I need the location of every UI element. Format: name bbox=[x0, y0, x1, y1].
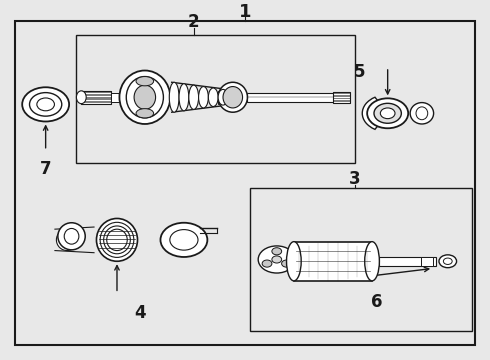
Circle shape bbox=[29, 93, 62, 116]
Text: 6: 6 bbox=[371, 293, 383, 311]
Ellipse shape bbox=[198, 86, 208, 108]
Ellipse shape bbox=[97, 219, 138, 261]
Text: 3: 3 bbox=[349, 170, 361, 188]
Circle shape bbox=[262, 260, 272, 267]
Ellipse shape bbox=[365, 242, 379, 281]
Text: 7: 7 bbox=[40, 159, 51, 177]
Bar bbox=[81, 91, 111, 104]
Bar bbox=[294, 242, 372, 281]
Ellipse shape bbox=[218, 82, 247, 112]
Ellipse shape bbox=[104, 226, 130, 254]
Bar bbox=[421, 257, 433, 266]
Ellipse shape bbox=[107, 229, 127, 251]
Ellipse shape bbox=[136, 109, 154, 118]
Text: 5: 5 bbox=[354, 63, 366, 81]
Circle shape bbox=[272, 248, 282, 255]
Ellipse shape bbox=[136, 77, 154, 86]
Ellipse shape bbox=[208, 88, 218, 107]
Ellipse shape bbox=[410, 103, 434, 124]
Text: 2: 2 bbox=[188, 13, 199, 31]
Ellipse shape bbox=[56, 229, 78, 251]
Circle shape bbox=[22, 87, 69, 121]
Ellipse shape bbox=[287, 242, 301, 281]
Ellipse shape bbox=[218, 89, 228, 105]
Ellipse shape bbox=[169, 82, 179, 112]
Bar bbox=[333, 91, 350, 103]
Ellipse shape bbox=[76, 91, 86, 104]
Bar bbox=[76, 35, 355, 163]
Circle shape bbox=[439, 255, 457, 268]
Ellipse shape bbox=[189, 85, 198, 109]
Ellipse shape bbox=[58, 223, 85, 250]
Bar bbox=[218, 91, 228, 104]
Ellipse shape bbox=[126, 77, 163, 118]
Bar bbox=[247, 93, 343, 102]
Ellipse shape bbox=[134, 85, 156, 109]
Bar bbox=[250, 188, 472, 331]
Bar bbox=[111, 93, 120, 102]
Ellipse shape bbox=[179, 84, 189, 111]
Circle shape bbox=[374, 103, 401, 123]
Circle shape bbox=[258, 246, 295, 273]
Circle shape bbox=[160, 223, 207, 257]
Circle shape bbox=[380, 108, 395, 119]
Ellipse shape bbox=[223, 86, 243, 108]
Text: 4: 4 bbox=[134, 304, 146, 322]
Bar bbox=[379, 257, 436, 266]
Wedge shape bbox=[362, 97, 388, 129]
Text: 1: 1 bbox=[239, 3, 251, 21]
Circle shape bbox=[282, 260, 292, 267]
Circle shape bbox=[272, 256, 282, 263]
Circle shape bbox=[37, 98, 54, 111]
Circle shape bbox=[367, 98, 408, 128]
Ellipse shape bbox=[120, 71, 170, 124]
Ellipse shape bbox=[100, 222, 134, 257]
